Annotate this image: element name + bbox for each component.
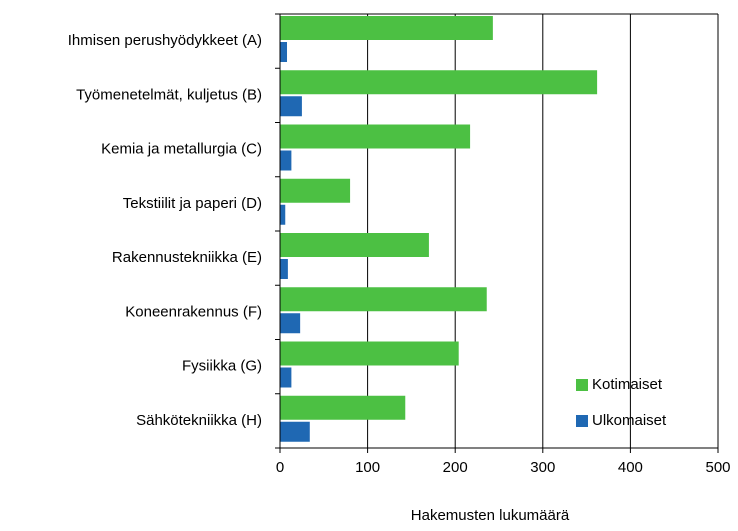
x-tick-label: 100 <box>355 459 380 476</box>
bar <box>280 178 351 203</box>
legend-swatch <box>576 379 588 391</box>
y-tick-label: Rakennustekniikka (E) <box>112 249 262 266</box>
bar <box>280 204 286 225</box>
y-tick-label: Sähkötekniikka (H) <box>136 412 262 429</box>
x-tick-label: 300 <box>530 459 555 476</box>
y-tick-label: Ihmisen perushyödykkeet (A) <box>68 32 262 49</box>
bar <box>280 421 310 442</box>
bar <box>280 395 406 420</box>
bar <box>280 96 302 117</box>
y-tick-label: Tekstiilit ja paperi (D) <box>123 195 262 212</box>
bar <box>280 124 471 149</box>
bar <box>280 70 598 95</box>
x-tick-label: 500 <box>705 459 730 476</box>
bar <box>280 42 288 62</box>
bar <box>280 341 459 366</box>
x-axis-label: Hakemusten lukumäärä <box>411 507 570 524</box>
x-tick-label: 200 <box>443 459 468 476</box>
y-tick-label: Kemia ja metallurgia (C) <box>101 141 262 158</box>
bar <box>280 313 301 334</box>
bar <box>280 150 292 171</box>
x-tick-label: 0 <box>276 459 284 476</box>
bar <box>280 259 288 279</box>
y-tick-label: Koneenrakennus (F) <box>125 303 262 320</box>
y-tick-label: Fysiikka (G) <box>182 358 262 375</box>
legend-label: Ulkomaiset <box>592 412 667 429</box>
bar <box>280 233 429 257</box>
bar <box>280 367 292 388</box>
legend-label: Kotimaiset <box>592 376 663 393</box>
bar <box>280 16 493 40</box>
y-tick-label: Työmenetelmät, kuljetus (B) <box>76 86 262 103</box>
legend-swatch <box>576 415 588 427</box>
bar <box>280 287 487 312</box>
x-tick-label: 400 <box>618 459 643 476</box>
